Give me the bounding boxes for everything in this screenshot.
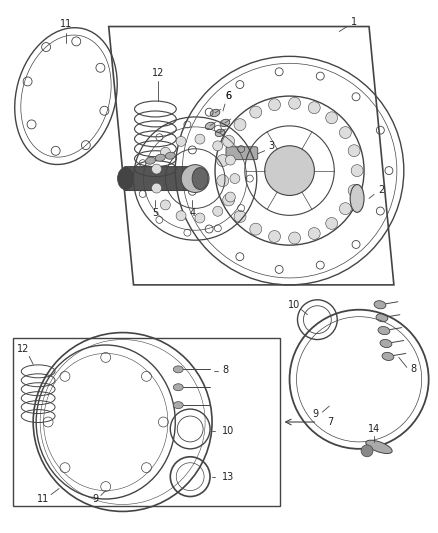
Ellipse shape: [210, 109, 220, 117]
Text: 2: 2: [378, 185, 384, 196]
Text: 10: 10: [222, 426, 234, 436]
Text: 13: 13: [222, 472, 234, 482]
Text: 1: 1: [351, 17, 357, 27]
Circle shape: [217, 175, 229, 187]
Circle shape: [348, 184, 360, 197]
Text: 11: 11: [60, 19, 72, 29]
Circle shape: [351, 165, 363, 176]
Circle shape: [308, 228, 320, 239]
Ellipse shape: [173, 384, 183, 391]
Ellipse shape: [118, 168, 134, 190]
Circle shape: [230, 174, 240, 183]
Ellipse shape: [378, 327, 390, 335]
Circle shape: [213, 141, 223, 151]
Ellipse shape: [192, 168, 208, 190]
Circle shape: [326, 217, 338, 229]
Ellipse shape: [173, 402, 183, 409]
Text: 8: 8: [222, 365, 228, 375]
Ellipse shape: [205, 122, 215, 130]
Circle shape: [289, 97, 300, 109]
Text: 9: 9: [312, 409, 318, 419]
Text: 10: 10: [288, 300, 300, 310]
Ellipse shape: [376, 313, 388, 322]
Circle shape: [308, 102, 320, 114]
Circle shape: [289, 232, 300, 244]
Ellipse shape: [215, 129, 225, 136]
Circle shape: [250, 223, 262, 235]
Text: 8: 8: [411, 365, 417, 374]
Circle shape: [234, 119, 246, 131]
Circle shape: [195, 213, 205, 223]
Circle shape: [226, 155, 235, 165]
Circle shape: [326, 112, 338, 124]
Text: 6: 6: [225, 91, 231, 101]
Circle shape: [213, 206, 223, 216]
Ellipse shape: [374, 301, 386, 309]
Circle shape: [268, 99, 280, 111]
Text: 9: 9: [93, 494, 99, 504]
Ellipse shape: [350, 184, 364, 212]
Ellipse shape: [145, 157, 155, 164]
Text: 3: 3: [268, 141, 275, 151]
Circle shape: [339, 126, 351, 139]
Text: 12: 12: [17, 344, 29, 354]
FancyBboxPatch shape: [226, 147, 258, 160]
Circle shape: [217, 155, 229, 166]
Circle shape: [160, 200, 170, 210]
Text: 14: 14: [368, 424, 380, 434]
Circle shape: [152, 164, 162, 174]
Circle shape: [160, 147, 170, 157]
Text: 4: 4: [189, 208, 195, 219]
Text: 11: 11: [37, 494, 49, 504]
Text: 6: 6: [225, 91, 231, 101]
Ellipse shape: [155, 154, 165, 161]
Circle shape: [181, 165, 209, 192]
Bar: [13, 337, 279, 506]
Circle shape: [176, 211, 186, 221]
Circle shape: [223, 135, 235, 147]
Circle shape: [250, 106, 262, 118]
Ellipse shape: [220, 119, 230, 127]
Ellipse shape: [366, 440, 392, 454]
Circle shape: [226, 192, 235, 202]
Ellipse shape: [380, 340, 392, 348]
Circle shape: [195, 134, 205, 144]
Circle shape: [361, 445, 373, 457]
Circle shape: [339, 203, 351, 215]
Circle shape: [234, 211, 246, 223]
Circle shape: [268, 231, 280, 243]
Circle shape: [348, 145, 360, 157]
Text: 7: 7: [327, 417, 334, 427]
Text: 12: 12: [152, 68, 165, 78]
Circle shape: [265, 146, 314, 196]
Ellipse shape: [173, 366, 183, 373]
Circle shape: [152, 183, 162, 193]
Circle shape: [223, 194, 235, 206]
Ellipse shape: [166, 152, 175, 159]
FancyBboxPatch shape: [124, 167, 202, 190]
Circle shape: [176, 136, 186, 147]
Text: 5: 5: [152, 208, 159, 219]
Ellipse shape: [382, 352, 394, 360]
